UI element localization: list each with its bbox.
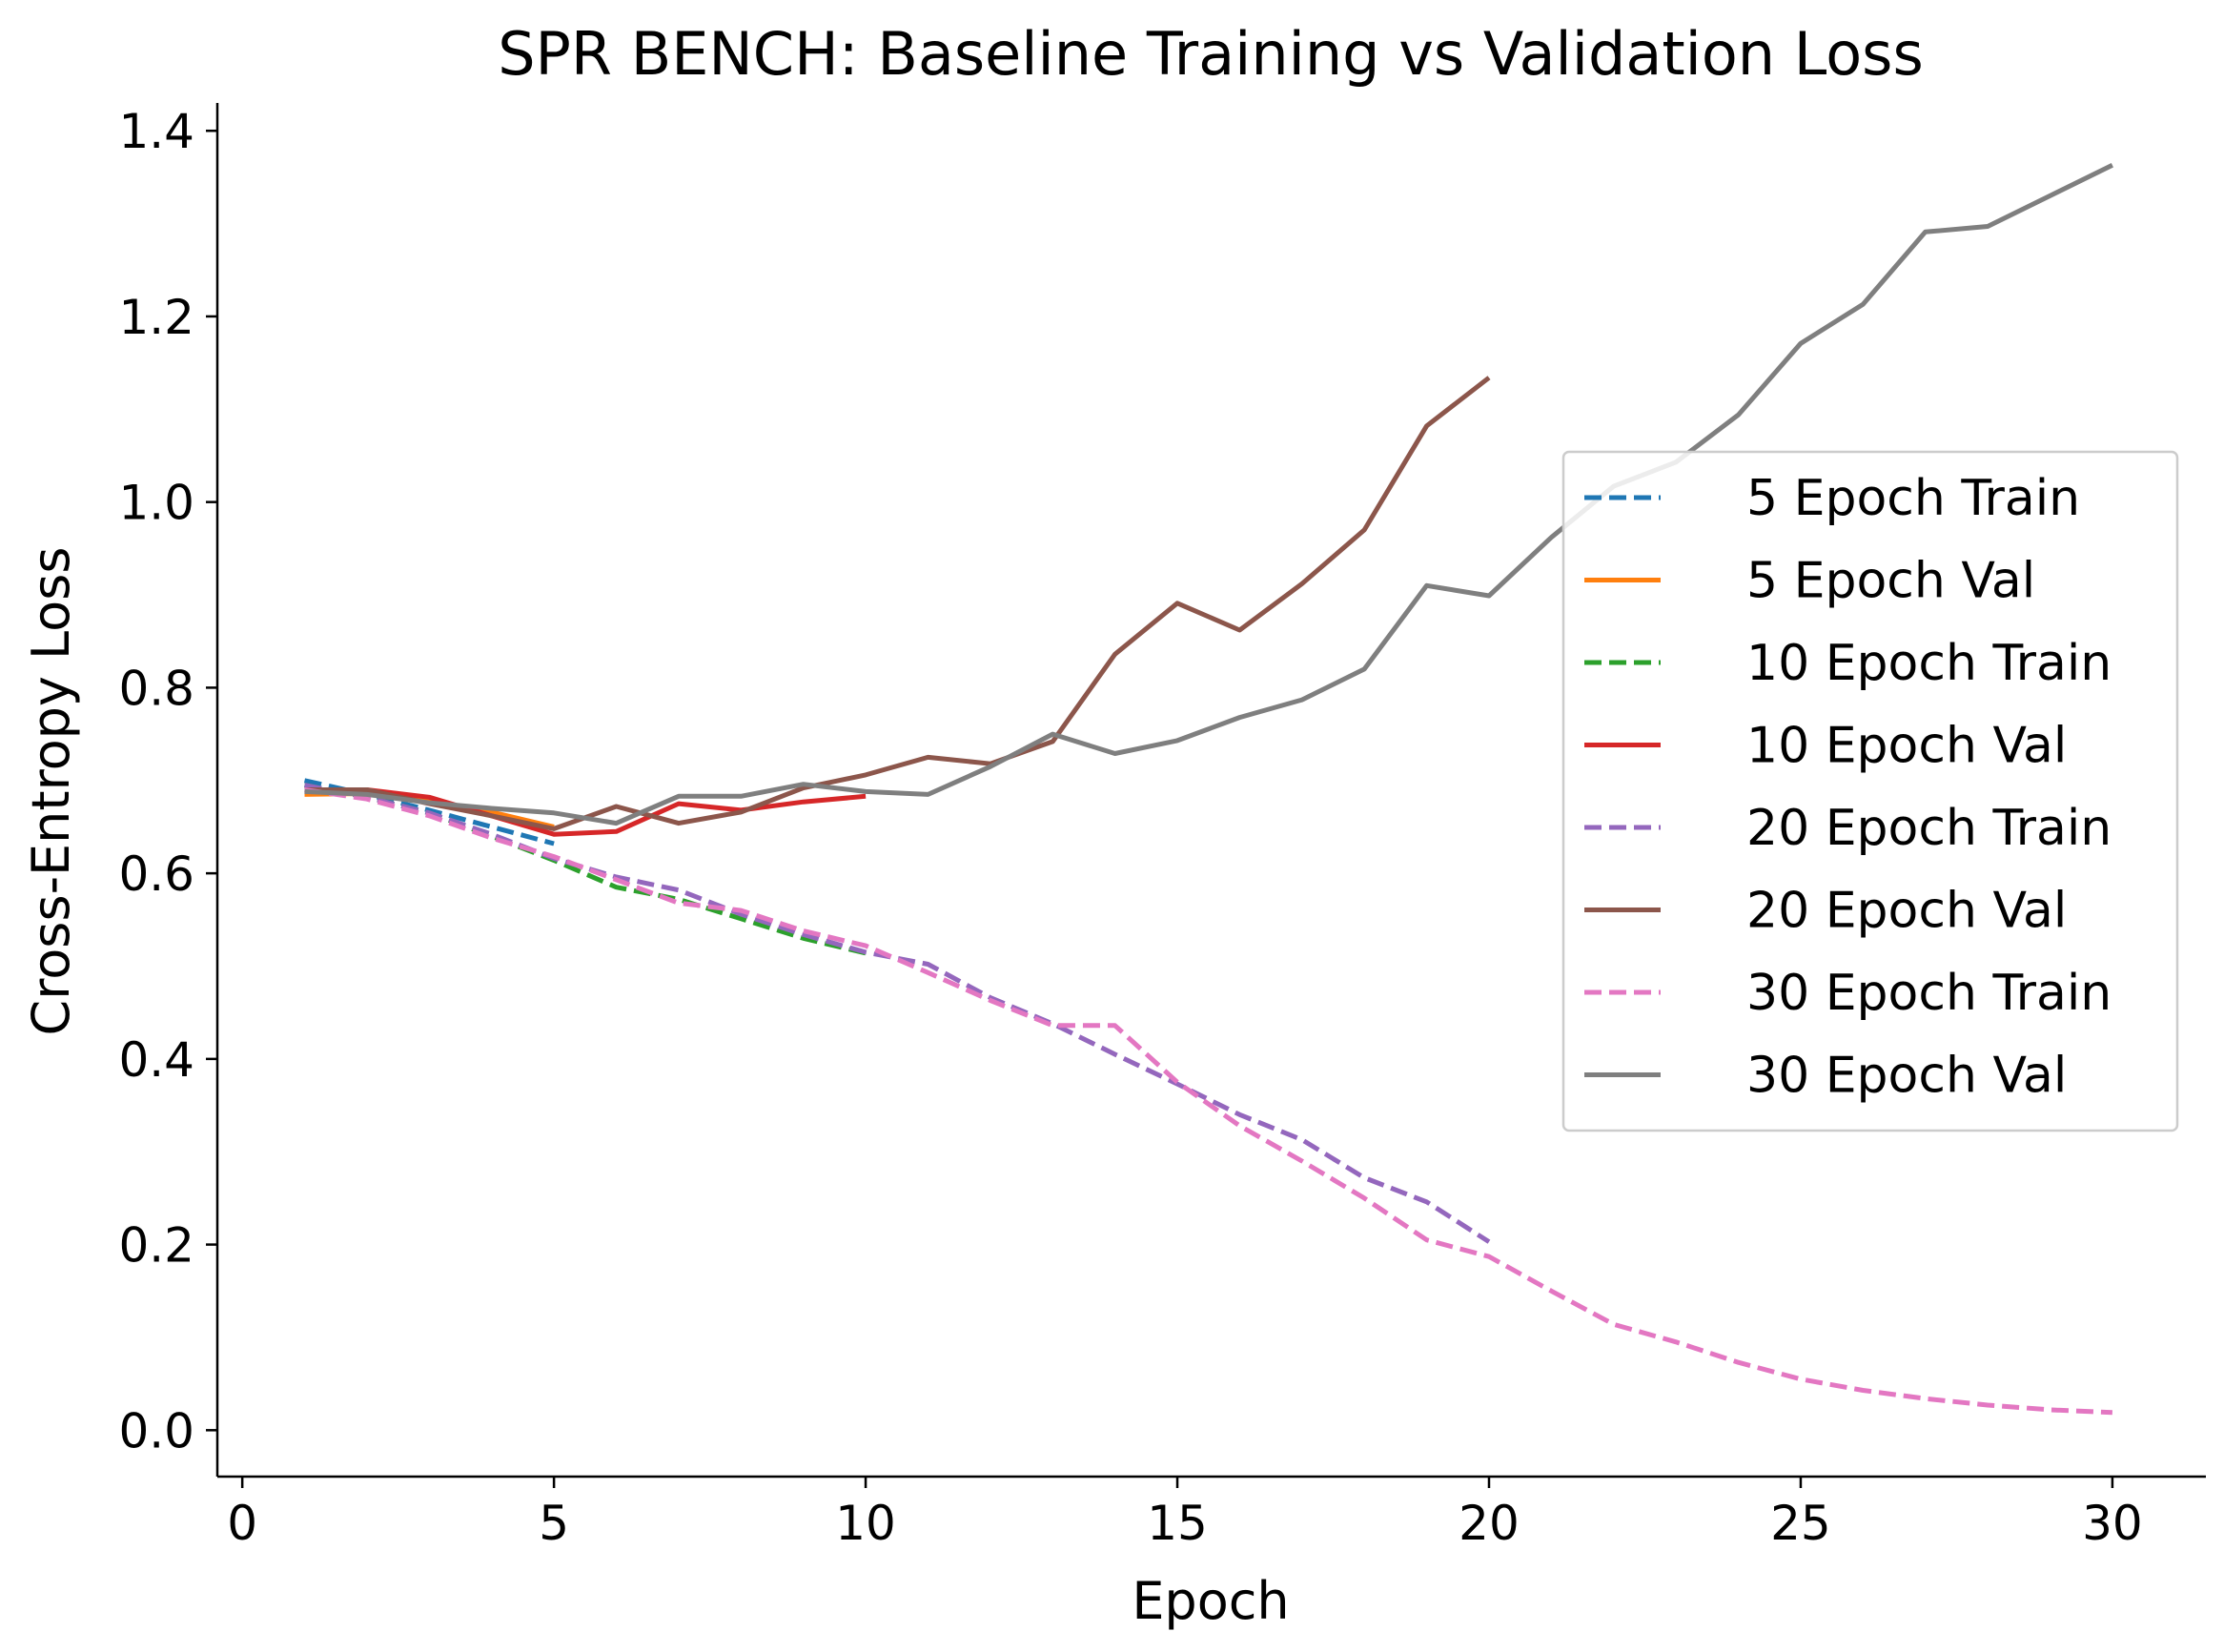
legend-label: 5 Epoch Val (1746, 553, 2035, 610)
series-line-5 (304, 783, 1491, 1244)
y-axis-label: Cross-Entropy Loss (21, 547, 81, 1036)
y-tick-label: 0.6 (118, 846, 194, 902)
legend-label: 30 Epoch Val (1746, 1048, 2067, 1105)
series-group (303, 162, 2114, 1416)
axes: 0 5 10 15 20 25 30 0.0 0.2 0.4 0.6 0.8 1.0 1.2 1.4 (118, 103, 2206, 1551)
x-tick-label: 30 (2082, 1496, 2143, 1551)
chart-title: SPR BENCH: Baseline Training vs Validati… (498, 19, 1924, 89)
y-tick-label: 1.2 (118, 290, 194, 345)
legend-label: 20 Epoch Val (1746, 883, 2067, 940)
x-tick-label: 10 (835, 1496, 896, 1551)
legend-label: 10 Epoch Train (1746, 635, 2112, 692)
x-axis-label: Epoch (1132, 1571, 1289, 1631)
x-tick-label: 0 (227, 1496, 257, 1551)
legend-label: 5 Epoch Train (1746, 470, 2080, 527)
legend-box (1561, 450, 2179, 1132)
legend-label: 30 Epoch Train (1746, 965, 2112, 1022)
y-tick-label: 0.8 (118, 661, 194, 716)
legend: 5 Epoch Train 5 Epoch Val 10 Epoch Train 10… (1561, 450, 2179, 1132)
series-line-4 (304, 787, 867, 837)
y-tick-label: 1.0 (118, 476, 194, 531)
legend-label: 10 Epoch Val (1746, 718, 2067, 775)
x-tick-label: 5 (539, 1496, 569, 1551)
x-tick-label: 20 (1459, 1496, 1520, 1551)
x-tick-label: 15 (1147, 1496, 1208, 1551)
series-line-6 (304, 376, 1491, 831)
series-line-8 (304, 162, 2114, 826)
x-tick-label: 25 (1770, 1496, 1831, 1551)
y-tick-label: 0.4 (118, 1032, 194, 1088)
legend-label: 20 Epoch Train (1746, 800, 2112, 857)
y-tick-label: 0.2 (118, 1218, 194, 1274)
y-tick-label: 1.4 (118, 104, 194, 159)
y-tick-label: 0.0 (118, 1403, 194, 1458)
series-line-1 (303, 778, 555, 846)
series-line-7 (304, 787, 2113, 1416)
